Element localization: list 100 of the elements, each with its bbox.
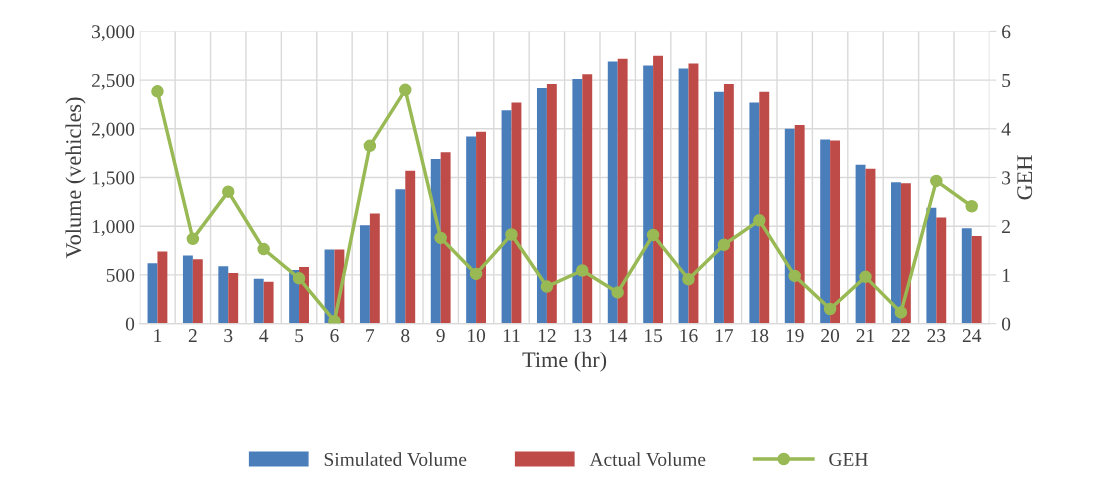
bar	[546, 83, 557, 324]
bar	[971, 235, 982, 324]
bar	[794, 124, 805, 324]
point	[363, 139, 377, 153]
bar	[218, 266, 229, 324]
x-tick-label: 18	[751, 329, 769, 343]
point	[434, 231, 447, 245]
y-tick-label: 1,000	[92, 220, 135, 236]
y-axis-title: Volume (vehicles)	[65, 97, 86, 259]
x-tick-label: 21	[856, 329, 875, 342]
bar	[643, 65, 654, 324]
point	[788, 269, 801, 283]
x-tick-label: 19	[786, 329, 804, 343]
y-tick-label: 500	[106, 268, 135, 282]
bar	[749, 102, 760, 324]
y-tick-label: 2,500	[91, 73, 135, 90]
bar	[511, 102, 522, 324]
bar	[653, 55, 664, 324]
point	[930, 174, 943, 188]
y-tick-label: 3,000	[92, 25, 135, 42]
bar	[147, 263, 158, 324]
bar	[228, 272, 239, 324]
point	[292, 272, 306, 285]
x-tick-label: 23	[927, 329, 946, 343]
x-tick-label: 7	[366, 329, 375, 342]
x-tick-label: 22	[892, 329, 910, 342]
point	[823, 302, 837, 316]
bar	[157, 251, 168, 324]
bar	[784, 128, 795, 324]
bar	[572, 79, 583, 324]
point	[646, 228, 660, 242]
legend-label: Simulated Volume	[324, 452, 467, 467]
bar	[607, 61, 618, 324]
bar	[820, 139, 831, 324]
bar	[395, 189, 406, 324]
x-tick-label: 9	[436, 329, 445, 343]
bar	[617, 58, 628, 324]
bar	[536, 87, 547, 324]
bar	[723, 83, 734, 324]
bar	[263, 281, 274, 324]
point	[894, 306, 908, 319]
bar	[961, 228, 972, 324]
y2-axis-title: GEH	[1017, 155, 1033, 200]
point	[859, 270, 872, 284]
x-tick-label: 4	[259, 329, 269, 342]
y2-tick-label: 5	[1002, 74, 1011, 88]
x-tick-label: 15	[645, 329, 663, 343]
bar	[936, 217, 947, 324]
x-tick-label: 24	[962, 329, 982, 342]
y2-tick-label: 1	[1002, 268, 1010, 282]
point	[753, 214, 766, 227]
bar	[891, 182, 901, 324]
bar	[759, 91, 770, 324]
bar	[182, 255, 193, 324]
bar	[678, 68, 689, 324]
x-tick-label: 5	[295, 329, 304, 343]
x-tick-label: 14	[609, 329, 628, 342]
x-tick-label: 12	[538, 329, 556, 342]
x-tick-label: 3	[224, 329, 233, 343]
x-tick-label: 2	[188, 329, 197, 342]
point	[682, 273, 695, 286]
x-tick-label: 1	[154, 329, 162, 342]
x-tick-label: 20	[821, 329, 840, 343]
legend-label: GEH	[829, 452, 868, 466]
point	[505, 228, 518, 241]
point	[186, 232, 200, 246]
bar	[582, 74, 593, 324]
bar	[713, 91, 724, 324]
y2-tick-label: 4	[1001, 122, 1011, 136]
x-tick-label: 10	[468, 329, 486, 343]
x-tick-label: 8	[401, 329, 410, 343]
y2-tick-label: 6	[1002, 25, 1011, 39]
point	[540, 280, 554, 293]
point	[151, 85, 164, 98]
x-tick-label: 17	[715, 329, 734, 342]
y-tick-label: 1,500	[92, 171, 135, 188]
x-tick-label: 13	[574, 329, 592, 343]
y2-tick-label: 3	[1002, 171, 1011, 185]
bar	[830, 140, 841, 324]
bar	[476, 131, 486, 324]
y-tick-label: 2,000	[91, 122, 135, 139]
point	[611, 286, 624, 299]
x-tick-label: 6	[330, 329, 339, 343]
point	[469, 267, 483, 281]
bar	[855, 164, 866, 324]
bar	[253, 278, 264, 324]
bar	[192, 259, 203, 324]
point	[399, 83, 412, 97]
y-tick-label: 0	[125, 317, 135, 331]
bar	[359, 225, 370, 324]
bar	[369, 213, 380, 324]
bar	[466, 136, 477, 324]
point	[257, 242, 270, 256]
y2-tick-label: 2	[1002, 220, 1010, 233]
x-tick-label: 11	[503, 329, 520, 342]
legend-label: Actual Volume	[589, 452, 706, 467]
x-axis-title: Time (hr)	[522, 351, 607, 372]
bar	[405, 170, 416, 324]
point	[576, 264, 589, 277]
y2-tick-label: 0	[1001, 317, 1011, 331]
